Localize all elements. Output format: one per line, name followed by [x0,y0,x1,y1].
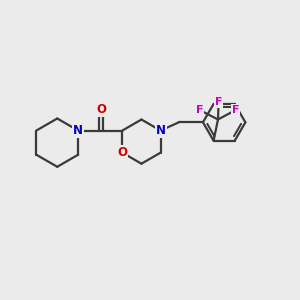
Text: O: O [117,146,127,159]
Text: F: F [215,98,222,107]
Text: N: N [73,124,83,137]
Text: O: O [96,103,106,116]
Text: F: F [232,105,239,115]
Text: N: N [156,124,166,137]
Text: F: F [196,105,203,115]
